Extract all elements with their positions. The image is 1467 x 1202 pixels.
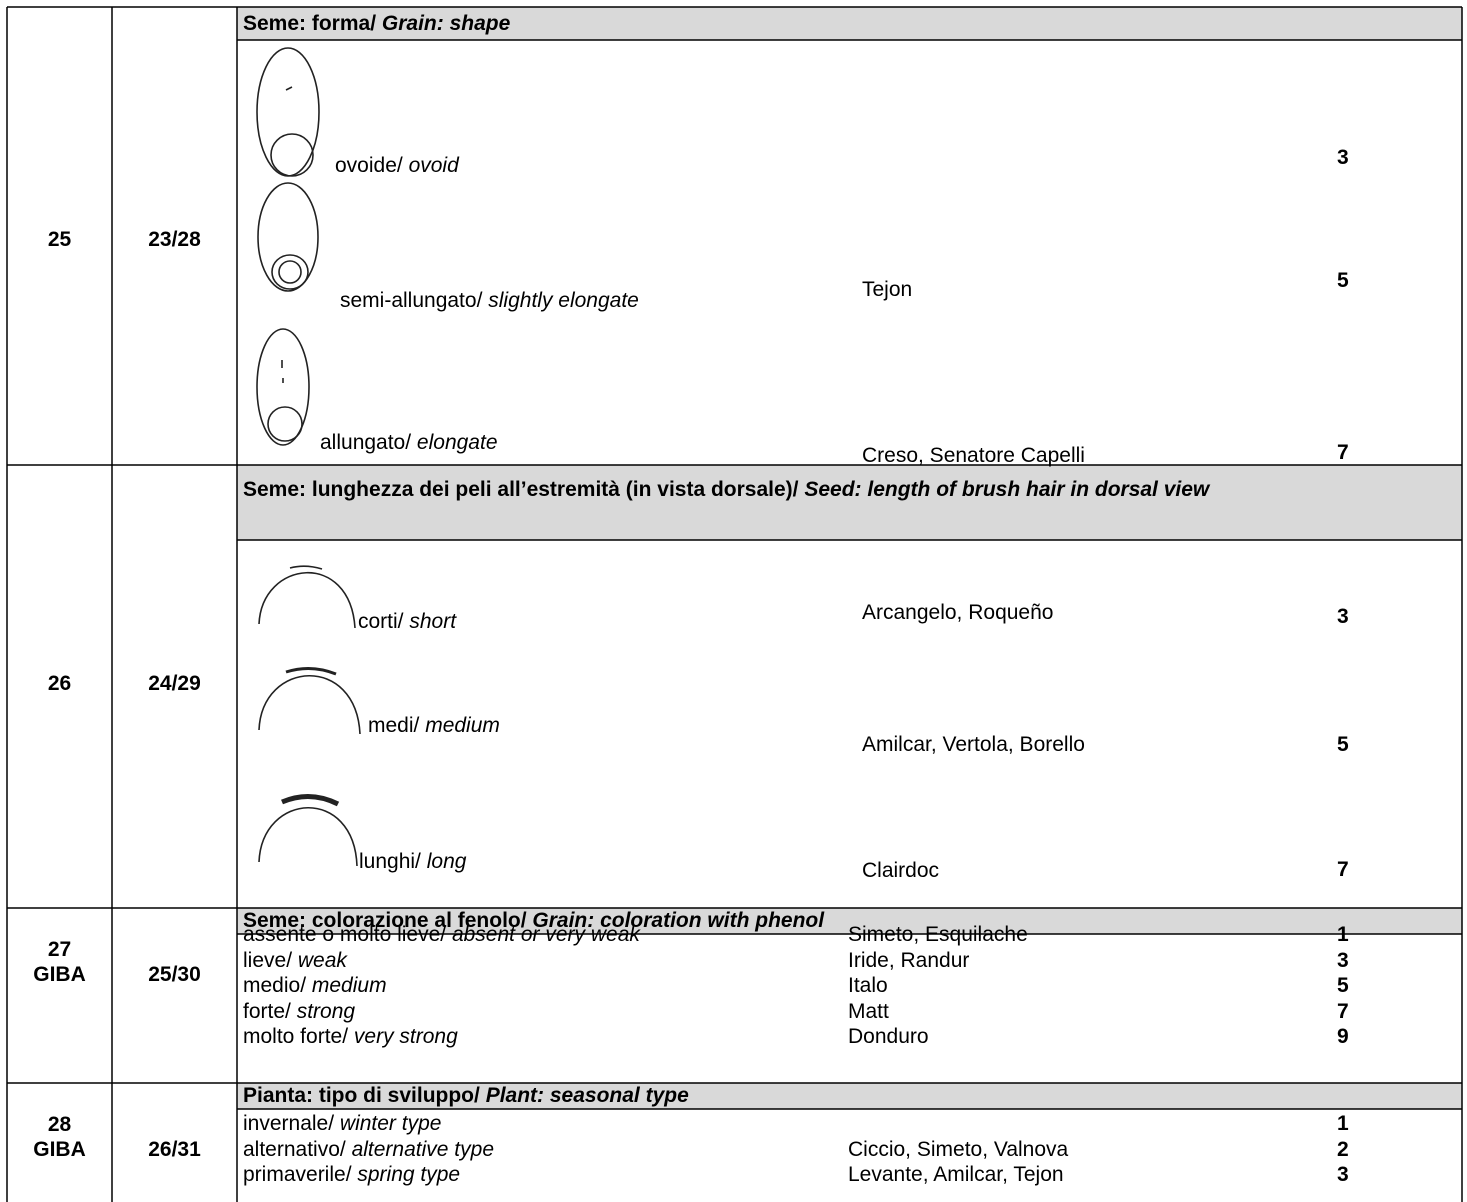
label-it: invernale/ (243, 1112, 335, 1135)
header-band (237, 7, 1462, 40)
label-it: primaverile/ (243, 1163, 352, 1186)
label-it: allungato/ (320, 431, 412, 454)
label-en: absent or very weak (451, 923, 640, 946)
item-examples: Simeto, Esquilache (848, 923, 1028, 946)
row-heading: Seme: colorazione al fenolo/ Grain: colo… (243, 909, 824, 933)
row-tag: GIBA (33, 1138, 86, 1161)
item-label: forte/ strong (243, 1000, 355, 1024)
label-en: long (426, 850, 467, 873)
item-label: medio/ medium (243, 974, 387, 998)
item-note: 3 (1337, 146, 1349, 169)
item-note: 5 (1337, 269, 1349, 292)
heading-en: Grain: shape (381, 12, 511, 35)
item-examples: Clairdoc (862, 859, 940, 882)
label-en: very strong (353, 1025, 458, 1048)
heading-it: Seme: forma/ (243, 12, 377, 35)
label-it: lieve/ (243, 948, 293, 972)
label-it: ovoide/ (335, 154, 403, 177)
item-note: 5 (1337, 974, 1349, 997)
row-code: 25/30 (148, 963, 201, 986)
item-note: 2 (1337, 1137, 1349, 1161)
heading-en: Plant: seasonal type (485, 1084, 689, 1107)
item-label: invernale/ winter type (243, 1112, 441, 1136)
label-en: ovoid (408, 154, 459, 177)
row-tag: GIBA (33, 963, 86, 986)
item-note: 7 (1337, 999, 1349, 1023)
row-heading: Seme: lunghezza dei peli all’estremità (… (243, 477, 1453, 502)
item-label: molto forte/ very strong (243, 1025, 458, 1049)
label-en: alternative type (351, 1137, 494, 1161)
label-it: alternativo/ (243, 1137, 346, 1161)
row-number: 26 (47, 672, 72, 695)
header-band (237, 1083, 1462, 1109)
item-examples: Amilcar, Vertola, Borello (862, 733, 1085, 756)
header-band (237, 908, 1462, 934)
item-note: 1 (1337, 923, 1349, 946)
item-examples: Arcangelo, Roqueño (862, 601, 1054, 624)
label-en: short (409, 610, 457, 633)
heading-it: Seme: colorazione al fenolo/ (243, 909, 527, 932)
item-note: 9 (1337, 1025, 1349, 1048)
item-label: alternativo/ alternative type (243, 1138, 494, 1162)
item-note: 3 (1337, 948, 1349, 972)
item-label: semi-allungato/ slightly elongate (340, 289, 639, 313)
label-en: spring type (357, 1163, 461, 1186)
label-en: winter type (339, 1112, 442, 1135)
item-label: lunghi/ long (359, 850, 466, 874)
item-label: allungato/ elongate (320, 431, 498, 455)
item-label: lieve/ weak (243, 949, 347, 973)
label-it: assente o molto lieve/ (243, 923, 447, 946)
item-examples: Italo (848, 974, 888, 997)
seed-sketches (256, 47, 361, 867)
item-label: medi/ medium (368, 714, 500, 738)
item-examples: Ciccio, Simeto, Valnova (848, 1137, 1069, 1161)
label-it: forte/ (243, 999, 291, 1023)
label-en: weak (297, 948, 347, 972)
label-it: corti/ (358, 610, 404, 633)
item-note: 7 (1337, 858, 1349, 881)
row-number: 28 (47, 1113, 72, 1136)
label-it: lunghi/ (359, 850, 421, 873)
row-heading: Seme: forma/ Grain: shape (243, 12, 510, 36)
label-en: medium (425, 714, 500, 737)
item-note: 1 (1337, 1112, 1349, 1135)
heading-it: Seme: lunghezza dei peli all’estremità (… (243, 478, 799, 501)
label-it: medio/ (243, 974, 307, 997)
item-examples: Creso, Senatore Capelli (862, 444, 1085, 467)
label-en: strong (296, 999, 356, 1023)
item-label: corti/ short (358, 610, 456, 634)
item-label: ovoide/ ovoid (335, 154, 459, 178)
item-label: primaverile/ spring type (243, 1163, 460, 1187)
item-note: 7 (1337, 441, 1349, 464)
item-note: 3 (1337, 605, 1349, 628)
item-note: 5 (1337, 733, 1349, 756)
label-it: semi-allungato/ (340, 289, 483, 312)
label-en: medium (311, 974, 387, 997)
label-it: medi/ (368, 714, 420, 737)
heading-it: Pianta: tipo di sviluppo/ (243, 1084, 480, 1107)
row-code: 26/31 (148, 1138, 201, 1161)
label-en: elongate (416, 431, 498, 454)
header-band (237, 465, 1462, 540)
row-number: 27 (47, 938, 72, 961)
heading-en: Seed: length of brush hair in dorsal vie… (804, 478, 1210, 501)
item-examples: Iride, Randur (848, 948, 970, 972)
row-number: 25 (47, 228, 72, 251)
heading-en: Grain: coloration with phenol (532, 909, 825, 932)
row-code: 23/28 (148, 228, 201, 251)
item-examples: Levante, Amilcar, Tejon (848, 1163, 1064, 1186)
row-heading: Pianta: tipo di sviluppo/ Plant: seasona… (243, 1084, 689, 1108)
item-label: assente o molto lieve/ absent or very we… (243, 923, 640, 947)
item-examples: Donduro (848, 1025, 929, 1048)
item-examples: Tejon (862, 278, 913, 301)
label-it: molto forte/ (243, 1025, 349, 1048)
label-en: slightly elongate (488, 289, 639, 312)
item-note: 3 (1337, 1163, 1349, 1186)
row-code: 24/29 (148, 672, 201, 695)
item-examples: Matt (848, 999, 889, 1023)
